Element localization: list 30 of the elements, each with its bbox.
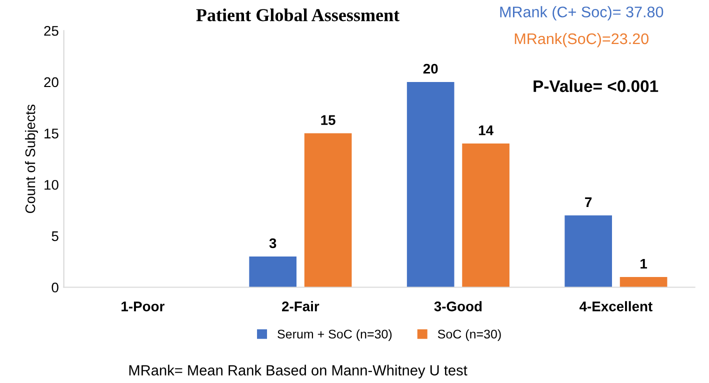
data-label: 1	[640, 258, 648, 269]
annotation: MRank(SoC)=23.20	[514, 32, 649, 48]
legend-label: SoC (n=30)	[438, 329, 501, 342]
y-axis-title: Count of Subjects	[25, 104, 38, 214]
x-tick-label: 4-Excellent	[579, 301, 652, 312]
text: MRank= Mean Rank Based on Mann-Whitney U test	[129, 364, 468, 378]
data-label: 20	[423, 64, 438, 74]
bar	[462, 144, 510, 288]
data-label: 7	[585, 197, 592, 207]
x-tick-label: 2-Fair	[282, 301, 320, 312]
legend-label: Serum + SoC (n=30)	[278, 329, 392, 342]
data-label: 14	[478, 126, 494, 136]
y-tick-label: 5	[52, 231, 58, 242]
bar	[564, 215, 612, 288]
bar	[620, 276, 668, 288]
annotation: P-Value= <0.001	[534, 80, 658, 92]
y-tick-label: 25	[44, 26, 58, 36]
text: MRank (C+ Soc)= 37.80	[500, 6, 664, 20]
x-tick-label: 1-Poor	[122, 302, 164, 312]
y-tick-label: 10	[44, 180, 58, 190]
bar	[406, 82, 454, 288]
y-tick-label: 15	[44, 128, 58, 138]
x-tick-label: 3-Good	[434, 301, 482, 312]
data-label: 15	[321, 115, 336, 125]
y-tick-label: 20	[44, 77, 58, 88]
bar	[249, 256, 296, 288]
chart-title: Patient Global Assessment	[196, 8, 400, 22]
bar	[304, 133, 352, 288]
y-tick-label: 0	[52, 282, 58, 292]
data-label: 3	[269, 238, 276, 248]
